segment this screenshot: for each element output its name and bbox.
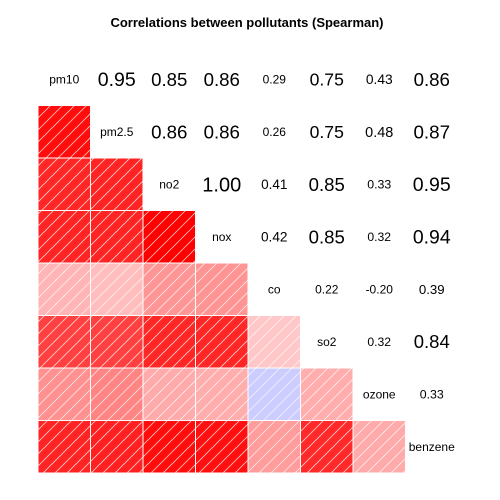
correlation-value: 0.87 — [413, 121, 450, 142]
correlation-value: 0.86 — [204, 121, 240, 142]
heatmap-cell-hatch — [90, 210, 143, 263]
heatmap-cell-hatch — [90, 315, 143, 368]
heatmap-cell-hatch — [90, 420, 143, 473]
heatmap-cell-hatch — [38, 105, 91, 158]
heatmap-cell-hatch — [90, 368, 143, 421]
correlation-value: 0.75 — [310, 69, 344, 89]
variable-label: nox — [212, 230, 231, 244]
heatmap-cell-hatch — [248, 420, 301, 473]
heatmap-cell-hatch — [38, 420, 91, 473]
correlation-value: 0.43 — [366, 72, 393, 87]
correlation-value: 0.86 — [204, 69, 240, 90]
heatmap-cell-hatch — [195, 315, 248, 368]
variable-label: so2 — [317, 335, 337, 349]
heatmap-cell-hatch — [38, 315, 91, 368]
heatmap-cell-hatch — [38, 368, 91, 421]
heatmap-cell-hatch — [143, 315, 196, 368]
variable-label: pm10 — [49, 72, 79, 86]
correlation-value: 0.33 — [420, 388, 444, 402]
heatmap-cell-hatch — [143, 210, 196, 263]
heatmap-cell-hatch — [195, 420, 248, 473]
heatmap-cell-hatch — [300, 420, 353, 473]
correlation-value: 0.33 — [367, 178, 391, 192]
variable-label: no2 — [159, 177, 179, 191]
heatmap-cell-hatch — [38, 210, 91, 263]
heatmap-cell-hatch — [353, 420, 406, 473]
correlation-value: 0.48 — [365, 125, 393, 141]
correlation-value: 0.41 — [261, 177, 287, 192]
heatmap-cells — [37, 105, 406, 474]
variable-labels: pm10 pm2.5 no2 nox co so2 ozone benzene — [49, 72, 455, 454]
correlation-value: 0.39 — [419, 282, 445, 297]
heatmap-cell-hatch — [143, 263, 196, 316]
correlation-value: 0.32 — [367, 230, 391, 244]
chart-title: Correlations between pollutants (Spearma… — [110, 15, 383, 30]
heatmap-cell-hatch — [300, 368, 353, 421]
variable-label: ozone — [363, 387, 396, 401]
correlation-value: 0.86 — [414, 69, 450, 90]
correlation-value: 0.95 — [413, 174, 451, 196]
correlation-value: 0.22 — [315, 282, 339, 296]
correlation-value: 0.85 — [151, 69, 187, 90]
heatmap-cell-hatch — [248, 315, 301, 368]
correlation-value: -0.20 — [366, 282, 394, 296]
heatmap-cell-hatch — [38, 263, 91, 316]
heatmap-cell-hatch — [143, 420, 196, 473]
variable-label: pm2.5 — [100, 125, 134, 139]
correlation-value: 1.00 — [202, 174, 241, 196]
correlation-value: 0.42 — [261, 230, 288, 245]
heatmap-cell-hatch — [248, 368, 301, 421]
heatmap-cell-hatch — [195, 263, 248, 316]
variable-label: benzene — [409, 440, 455, 454]
correlation-value: 0.86 — [151, 121, 187, 142]
heatmap-cell-hatch — [195, 368, 248, 421]
correlation-value: 0.26 — [263, 125, 287, 139]
heatmap-cell-hatch — [143, 368, 196, 421]
heatmap-cell-hatch — [90, 158, 143, 211]
heatmap-cell-hatch — [38, 158, 91, 211]
correlation-value: 0.32 — [367, 335, 391, 349]
correlation-value: 0.95 — [98, 69, 136, 91]
heatmap-cell-hatch — [90, 263, 143, 316]
correlation-value: 0.29 — [263, 72, 287, 86]
correlation-value: 0.85 — [309, 174, 345, 195]
correlation-value: 0.84 — [414, 331, 450, 352]
variable-label: co — [268, 282, 281, 296]
correlation-value: 0.85 — [309, 226, 345, 247]
correlation-value: 0.94 — [413, 227, 451, 249]
correlation-value: 0.75 — [310, 122, 344, 142]
correlation-values: 0.95 0.85 0.86 0.29 0.75 0.43 0.86 0.86 0.86 0.26… — [98, 69, 451, 402]
